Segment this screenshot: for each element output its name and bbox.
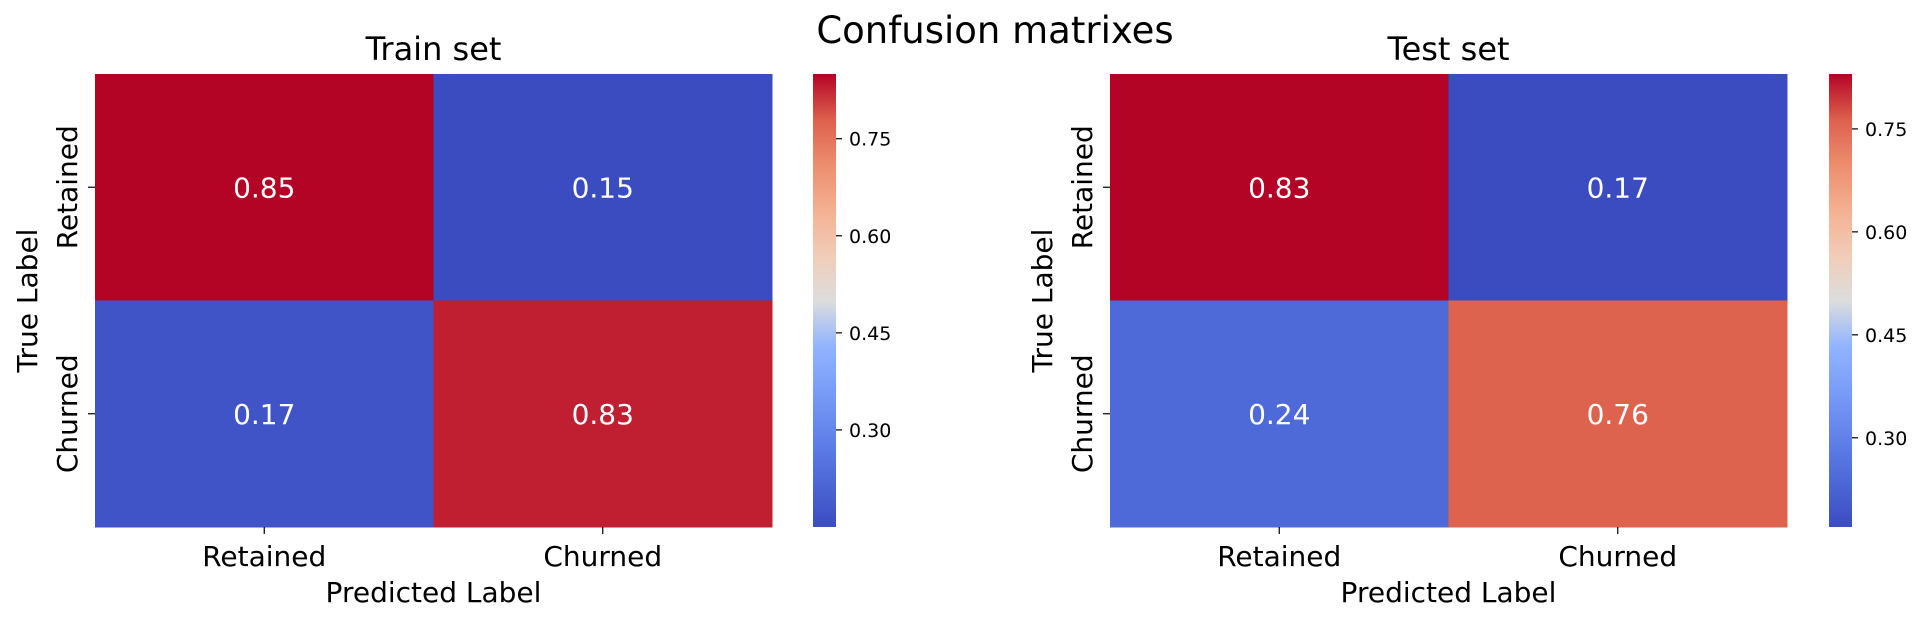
panel-2-colorbar-tick-label-1: 0.45: [1865, 325, 1907, 347]
panel-2-y-axis-label: True Label: [1026, 229, 1059, 374]
panel-2-cell-1-0: [1110, 300, 1449, 528]
panel-2-y-tick-label-1: Churned: [1066, 354, 1099, 473]
panel-2-cell-1-1: [1448, 300, 1788, 528]
panel-1-x-tick-label-1: Churned: [543, 540, 662, 573]
panel-1-cell-1-1: [433, 300, 773, 528]
panel-2-cell-0-1: [1448, 74, 1788, 301]
panel-1-cell-0-1: [433, 74, 773, 301]
panel-2-x-axis-label: Predicted Label: [1341, 576, 1557, 609]
panel-1-cell-label-1-1: 0.83: [572, 398, 634, 431]
panel-1-x-tick-label-0: Retained: [202, 540, 326, 573]
panel-2-title: Test set: [1386, 30, 1509, 68]
panel-1-title: Train set: [365, 30, 502, 68]
panel-1-cell-1-0: [95, 300, 434, 528]
panel-2-colorbar-tick-label-3: 0.75: [1865, 119, 1907, 141]
panel-1-colorbar-tick-label-2: 0.60: [849, 226, 891, 248]
panel-1-colorbar-tick-label-1: 0.45: [849, 323, 891, 345]
panel-1-cell-0-0: [95, 74, 434, 301]
panel-2-colorbar: [1829, 74, 1852, 527]
panel-1-x-axis-label: Predicted Label: [326, 576, 542, 609]
panel-1-y-tick-label-1: Churned: [51, 354, 84, 473]
figure-title: Confusion matrixes: [816, 9, 1173, 52]
panel-2-cell-0-0: [1110, 74, 1449, 301]
panel-2-cell-label-1-0: 0.24: [1248, 398, 1310, 431]
panel-2-cell-label-1-1: 0.76: [1587, 398, 1649, 431]
panel-2-colorbar-tick-label-0: 0.30: [1865, 428, 1907, 450]
panel-2-x-tick-label-0: Retained: [1217, 540, 1341, 573]
panel-1-colorbar: [813, 74, 836, 527]
panel-1-y-tick-label-0: Retained: [51, 125, 84, 249]
panel-1-colorbar-tick-label-3: 0.75: [849, 129, 891, 151]
panel-2-cell-label-0-1: 0.17: [1587, 171, 1649, 204]
panel-1-y-axis-label: True Label: [11, 229, 44, 374]
panel-2-colorbar-tick-label-2: 0.60: [1865, 222, 1907, 244]
panel-1-colorbar-tick-label-0: 0.30: [849, 420, 891, 442]
panel-1-cell-label-0-1: 0.15: [572, 171, 634, 204]
panel-2-cell-label-0-0: 0.83: [1248, 171, 1310, 204]
panel-1-cell-label-1-0: 0.17: [233, 398, 295, 431]
panel-2-x-tick-label-1: Churned: [1558, 540, 1677, 573]
panel-2-y-tick-label-0: Retained: [1066, 125, 1099, 249]
panel-1-cell-label-0-0: 0.85: [233, 171, 295, 204]
